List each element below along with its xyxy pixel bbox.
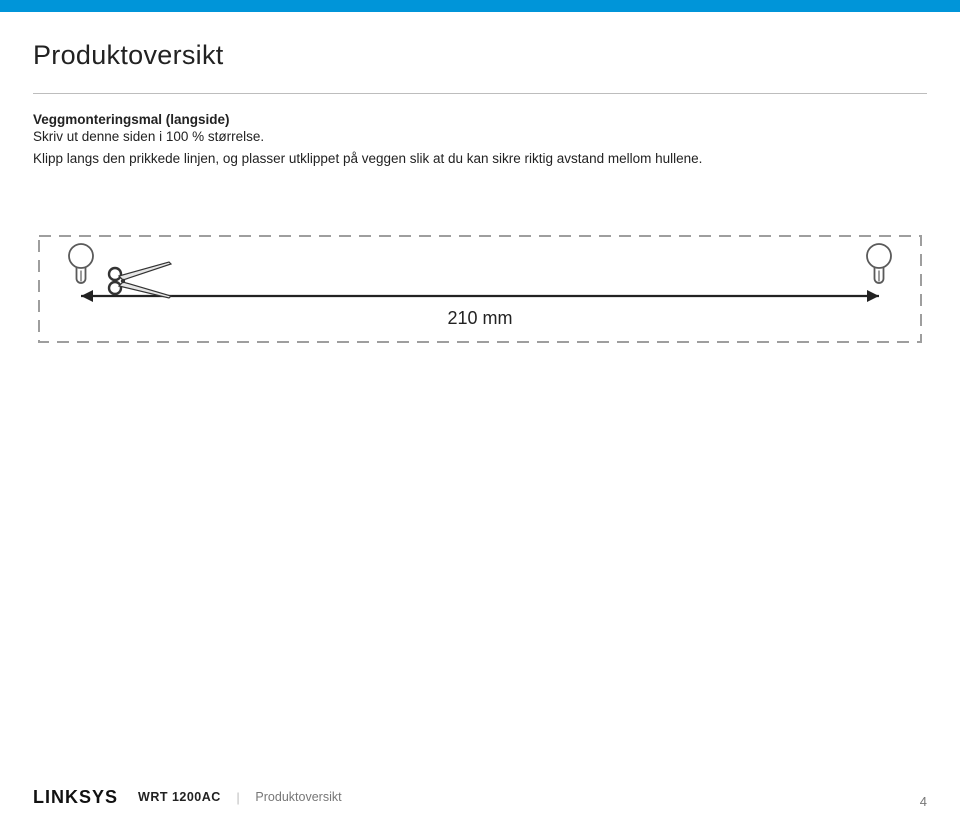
footer-section: Produktoversikt [255,790,341,804]
section-lead: Skriv ut denne siden i 100 % størrelse. [33,129,927,144]
footer-model: WRT 1200AC [138,790,221,804]
section-subtitle: Veggmonteringsmal (langside) [33,112,927,127]
scissors-icon [109,262,171,298]
wall-mount-template: 210 mm [33,230,927,350]
measurement-label: 210 mm [447,308,512,328]
footer-separator-2: | [233,790,244,805]
section-description: Klipp langs den prikkede linjen, og plas… [33,150,927,168]
page-title: Produktoversikt [33,40,927,71]
content-area: Produktoversikt Veggmonteringsmal (langs… [33,40,927,168]
page-footer: LINKSYS WRT 1200AC | Produktoversikt 4 [33,785,927,809]
page: Produktoversikt Veggmonteringsmal (langs… [0,0,960,831]
top-accent-bar [0,0,960,12]
brand-logo: LINKSYS [33,787,118,808]
page-number: 4 [920,794,927,809]
section-rule [33,93,927,94]
template-svg: 210 mm [33,230,927,350]
